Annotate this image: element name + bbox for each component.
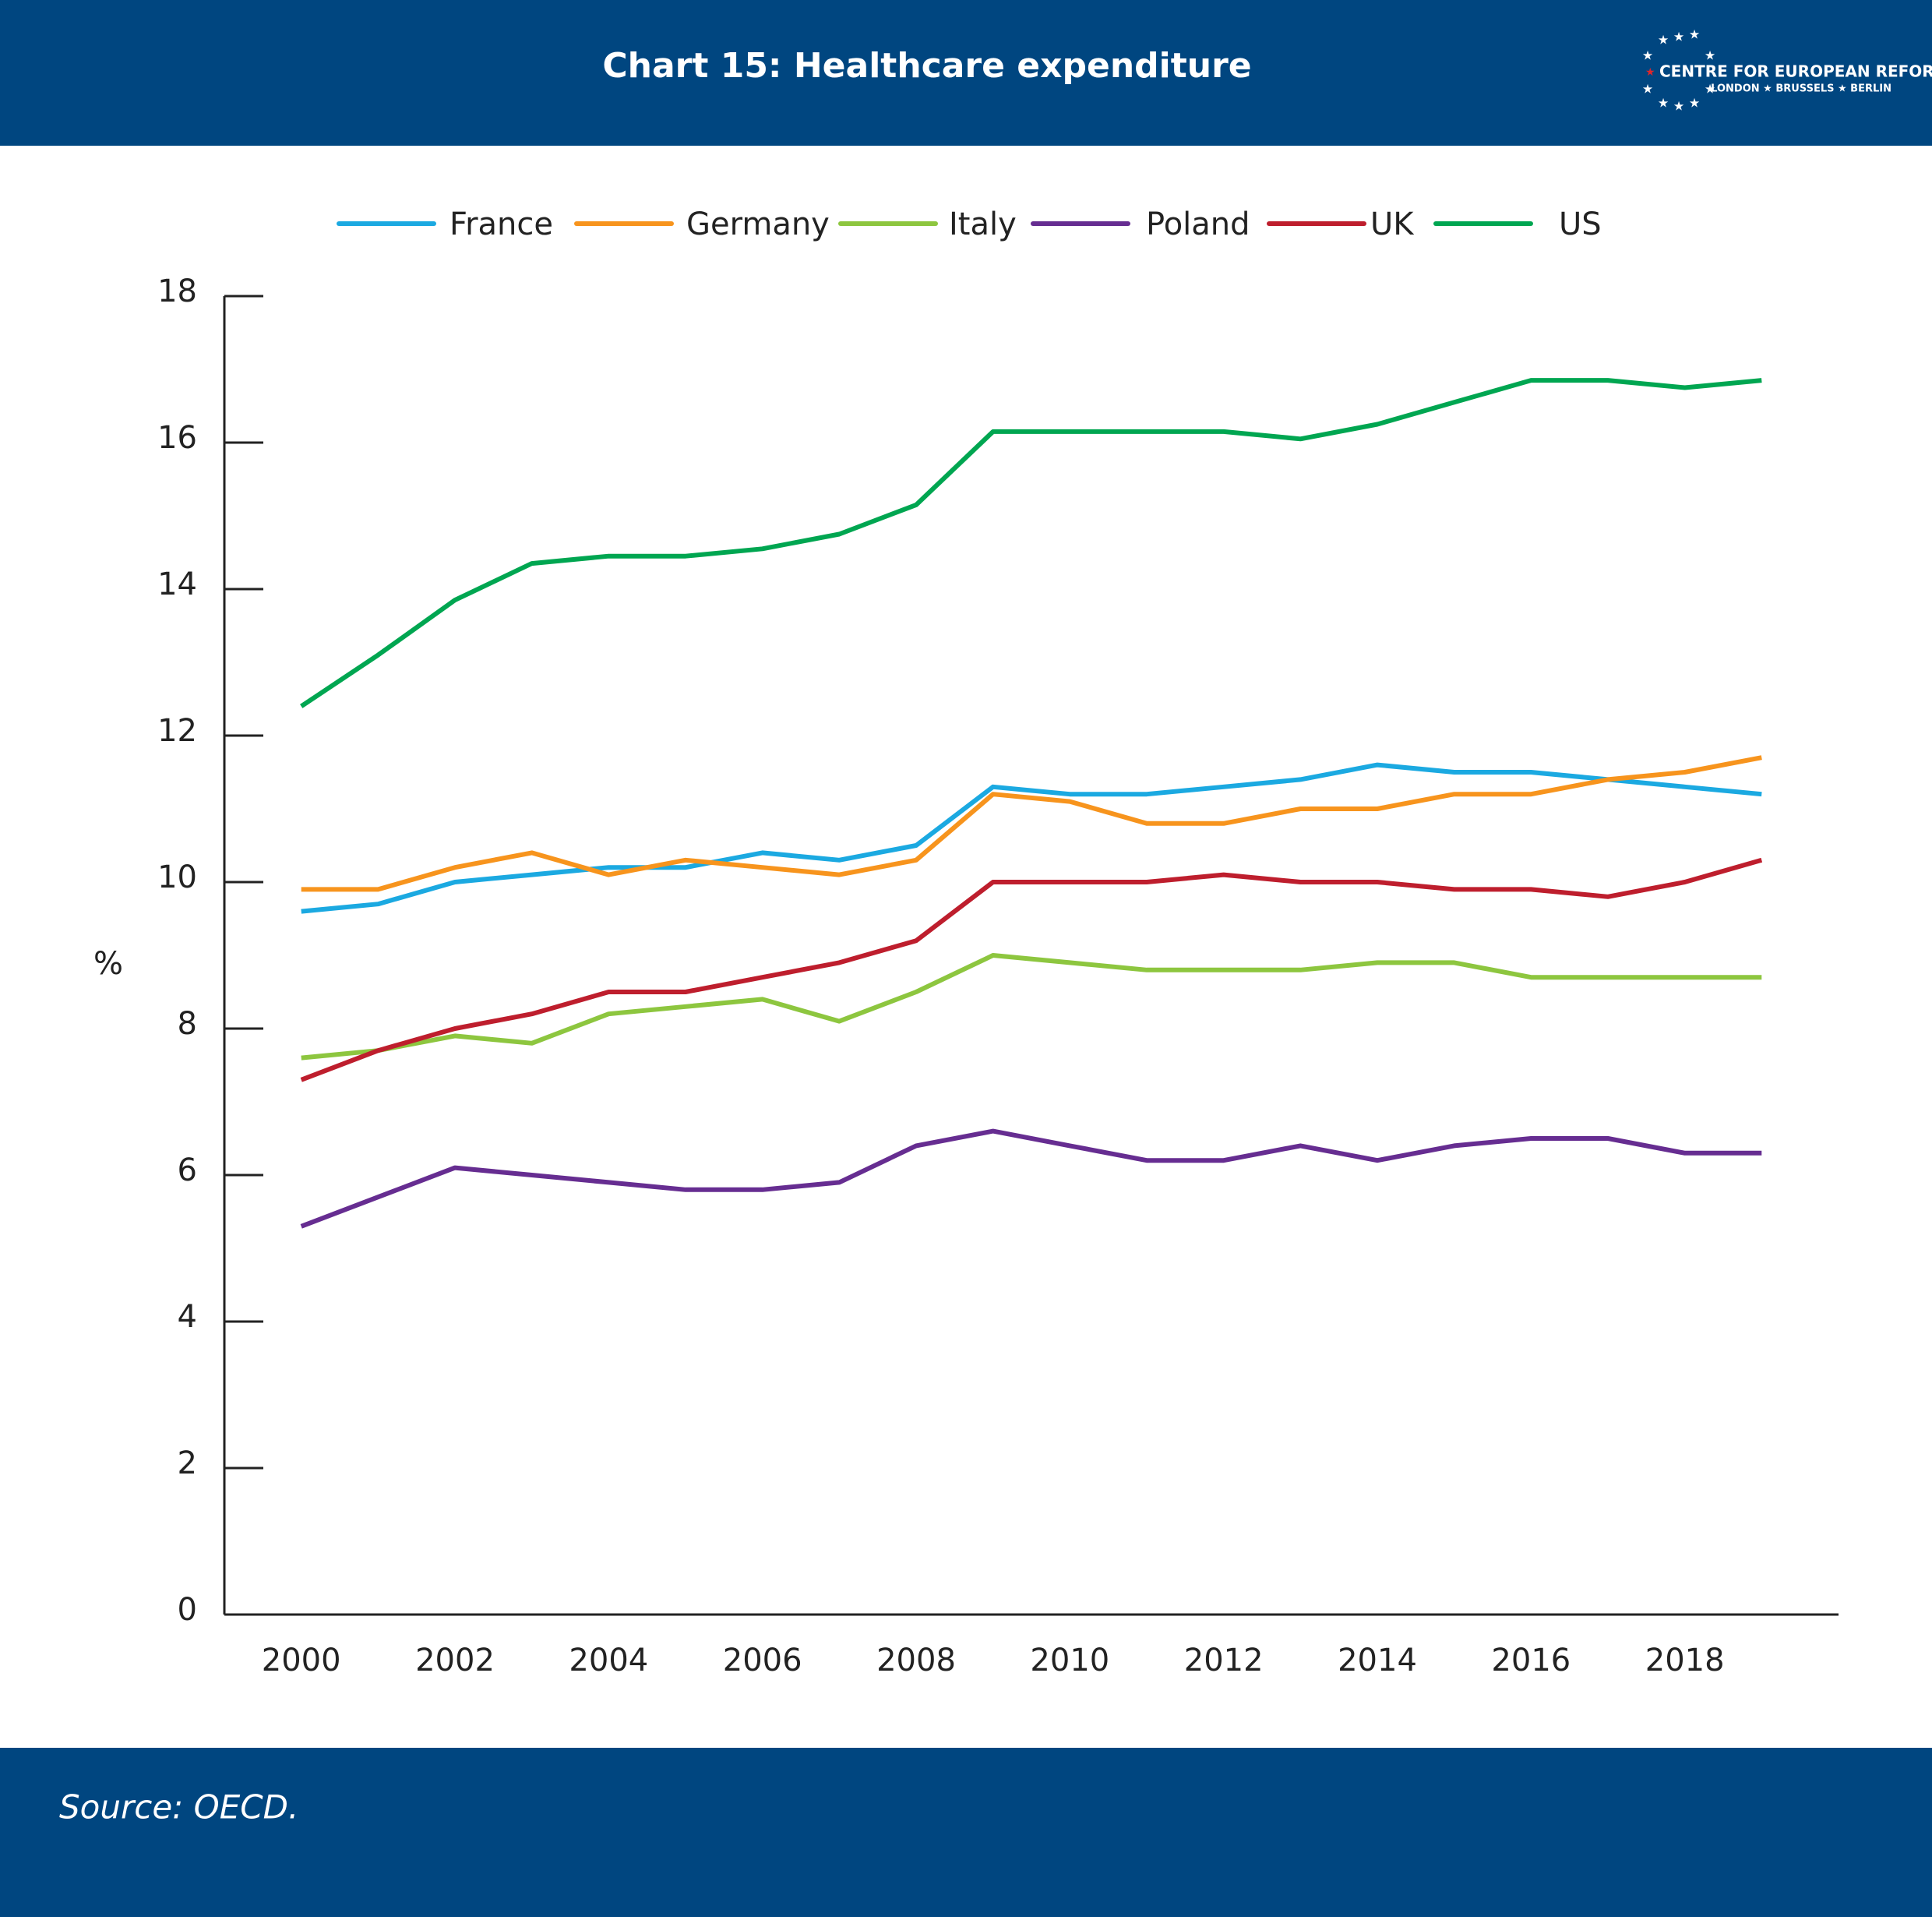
series-line <box>301 762 1762 914</box>
x-tick-label: 2002 <box>415 1643 495 1678</box>
y-tick-label: 6 <box>178 1152 197 1188</box>
chart-title: Chart 15: Healthcare expenditure <box>602 46 1251 86</box>
x-tick-label: 2016 <box>1491 1643 1571 1678</box>
y-tick-label: 14 <box>157 566 197 602</box>
y-tick-label: 0 <box>178 1592 197 1628</box>
logo-name: CENTRE FOR EUROPEAN REFORM <box>1659 62 1932 81</box>
svg-text:★: ★ <box>1705 48 1715 63</box>
y-tick-label: 8 <box>178 1006 197 1042</box>
y-tick-label: 16 <box>157 420 197 456</box>
logo-stars: ★ ★ ★ ★ ★ ★ ★ ★ ★ ★ <box>1642 27 1715 114</box>
x-tick-label: 2018 <box>1645 1643 1725 1678</box>
x-tick-label: 2012 <box>1184 1643 1264 1678</box>
footer-bar <box>0 1748 1932 1917</box>
svg-text:★: ★ <box>1689 27 1700 42</box>
y-tick-label: 18 <box>157 274 197 309</box>
source: Source: OECD. <box>59 1788 298 1826</box>
legend-label: Poland <box>1146 206 1250 242</box>
legend-label: UK <box>1370 206 1415 242</box>
y-tick-label: 10 <box>157 859 197 895</box>
series-line <box>301 755 1762 892</box>
x-tick-label: 2006 <box>723 1643 802 1678</box>
svg-text:★: ★ <box>1642 48 1653 63</box>
legend-label: France <box>450 206 553 242</box>
legend-label: Italy <box>949 206 1017 242</box>
logo-star: ★ <box>1645 66 1655 79</box>
svg-text:★: ★ <box>1689 96 1700 111</box>
svg-text:★: ★ <box>1658 96 1669 111</box>
x-tick-label: 2004 <box>569 1643 648 1678</box>
series-line <box>301 953 1762 1061</box>
legend-label: US <box>1559 206 1602 242</box>
x-tick-label: 2000 <box>262 1643 341 1678</box>
series-line <box>300 378 1762 708</box>
x-tick-label: 2010 <box>1030 1643 1109 1678</box>
logo-cities: LONDON ★ BRUSSELS ★ BERLIN <box>1711 83 1891 95</box>
series-line <box>300 1128 1762 1229</box>
header-bar <box>0 0 1932 146</box>
legend-label: Germany <box>686 206 830 242</box>
series-line <box>300 857 1763 1082</box>
svg-text:★: ★ <box>1658 33 1669 48</box>
svg-text:★: ★ <box>1705 82 1715 97</box>
svg-text:★: ★ <box>1673 30 1684 44</box>
x-tick-label: 2008 <box>876 1643 956 1678</box>
svg-text:★: ★ <box>1642 82 1653 97</box>
y-axis-label: % <box>93 946 123 982</box>
svg-text:★: ★ <box>1673 99 1684 114</box>
y-tick-label: 12 <box>157 713 197 749</box>
y-tick-label: 4 <box>178 1299 197 1335</box>
y-tick-label: 2 <box>178 1445 197 1481</box>
x-tick-label: 2014 <box>1338 1643 1417 1678</box>
